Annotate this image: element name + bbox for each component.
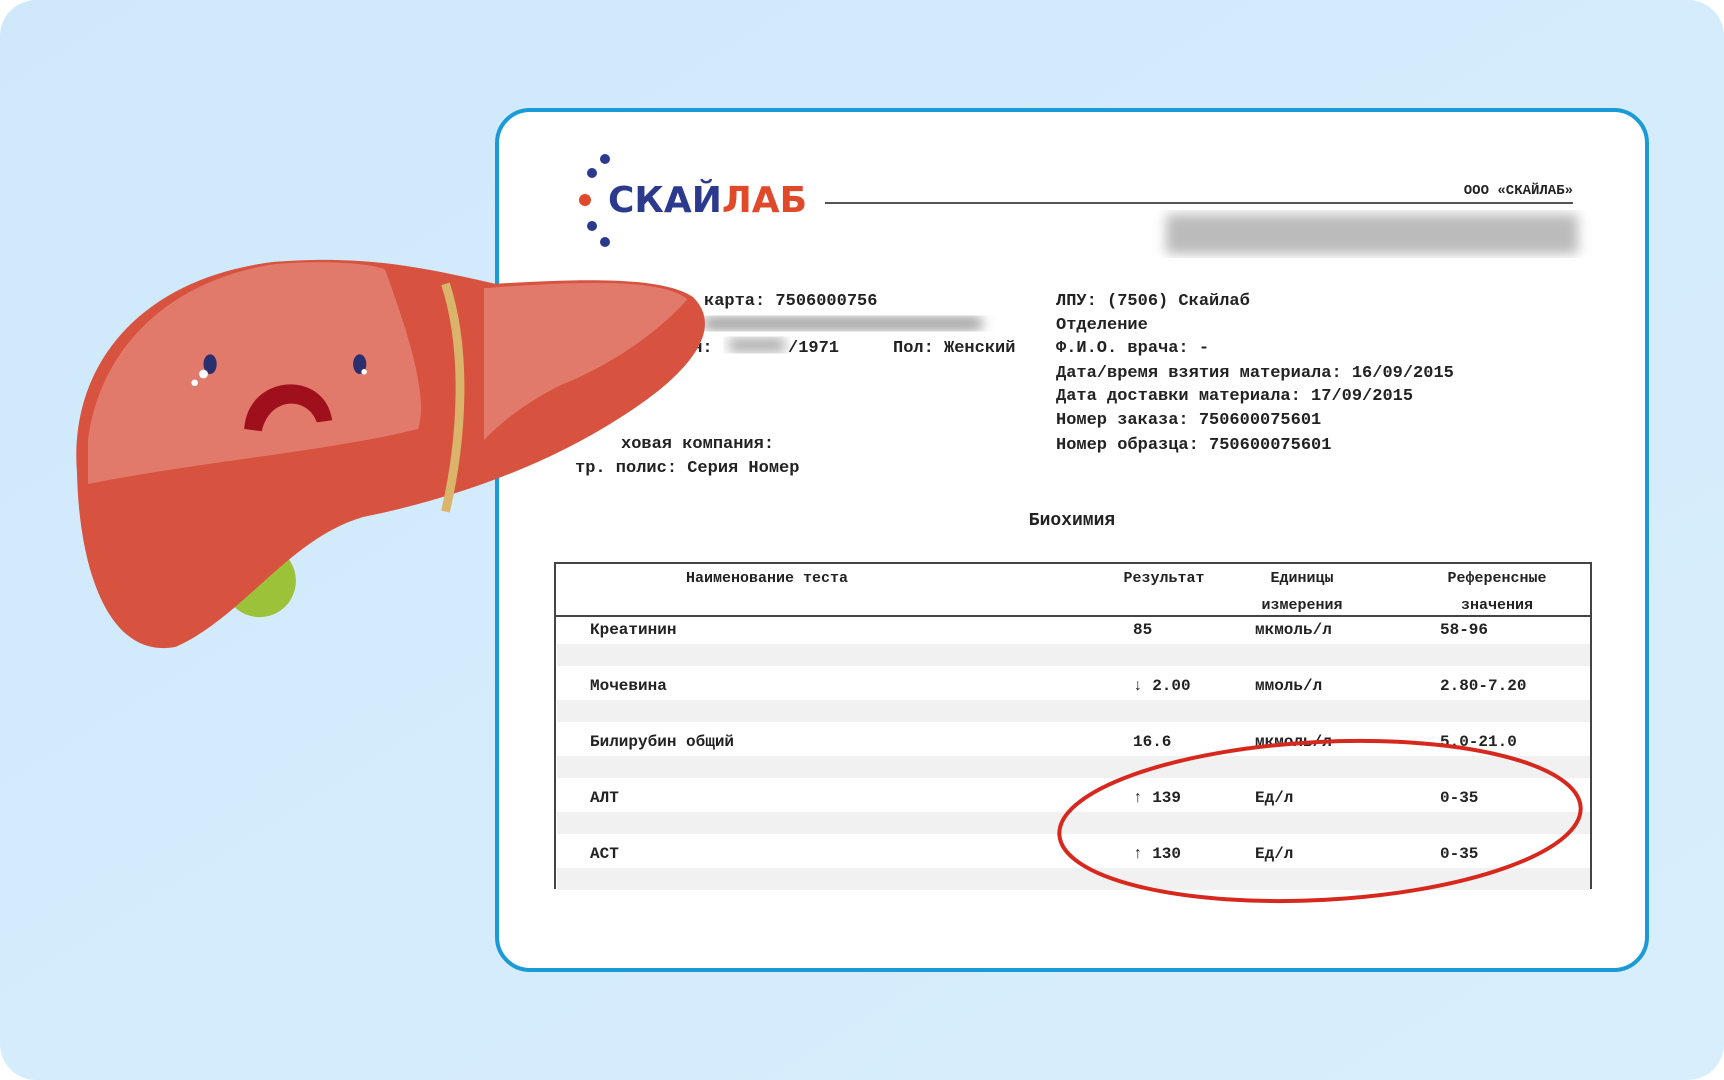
cell: 16.6: [1133, 733, 1171, 751]
column-header: Результат: [1123, 570, 1204, 587]
blurred-info: [704, 317, 982, 330]
highlight-ellipse: [1057, 738, 1583, 904]
field: Отделение: [1056, 316, 1148, 335]
cell: Мочевина: [590, 677, 667, 695]
field: ховая компания:: [621, 435, 774, 454]
field: Дата доставки материала: 17/09/2015: [1056, 387, 1413, 406]
order-info: ЛПУ: (7506) Скайлаб Отделение Ф.И.О. врача…: [1056, 292, 1454, 455]
cell: ↑ 130: [1133, 845, 1181, 863]
logo-part: ЛАБ: [722, 180, 807, 221]
blurred-info: [1166, 214, 1578, 254]
field: /1971: [788, 339, 839, 358]
row-stripe: [557, 700, 1590, 722]
row-stripe: [557, 812, 1590, 834]
field: Дата/время взятия материала: 16/09/2015: [1056, 364, 1454, 383]
liver-illustration: [76, 259, 705, 649]
cell: Ед/л: [1255, 845, 1293, 863]
cell: Билирубин общий: [590, 733, 734, 751]
field: тр. полис: Серия Номер: [575, 459, 799, 478]
blurred-info: [729, 338, 785, 352]
column-header: Референсные: [1447, 570, 1546, 587]
column-header: значения: [1461, 597, 1533, 614]
logo: СКАЙЛАБ: [608, 179, 807, 221]
cell: Креатинин: [590, 621, 676, 639]
cell: 0-35: [1440, 845, 1478, 863]
results-table: Наименование теста Результат Единицы изм…: [554, 562, 1592, 890]
cell: 0-35: [1440, 789, 1478, 807]
cell: АЛТ: [590, 789, 619, 807]
column-header: Наименование теста: [686, 570, 848, 587]
row-stripe: [557, 756, 1590, 778]
section-title: Биохимия: [1029, 511, 1115, 531]
logo-part: СКАЙ: [608, 179, 722, 221]
field: Ф.И.О. врача: -: [1056, 339, 1209, 358]
logo-stars: [579, 154, 610, 247]
cell: мкмоль/л: [1255, 621, 1332, 639]
row-stripe: [557, 868, 1590, 890]
company: ООО «СКАЙЛАБ»: [1464, 181, 1573, 199]
row-stripe: [557, 644, 1590, 666]
cell: 85: [1133, 621, 1152, 639]
cell: Ед/л: [1255, 789, 1293, 807]
field: ЛПУ: (7506) Скайлаб: [1056, 292, 1250, 311]
field: карта: 7506000756: [704, 292, 877, 311]
cell: 2.80-7.20: [1440, 677, 1526, 695]
field: Номер образца: 750600075601: [1056, 436, 1331, 455]
cell: ммоль/л: [1255, 677, 1322, 695]
field: Пол: Женский: [893, 339, 1015, 358]
cell: 58-96: [1440, 621, 1488, 639]
cell: ↓ 2.00: [1133, 677, 1191, 695]
field: Номер заказа: 750600075601: [1056, 411, 1321, 430]
column-header: Единицы: [1270, 570, 1333, 587]
cell: ↑ 139: [1133, 789, 1181, 807]
cell: АСТ: [590, 845, 619, 863]
column-header: измерения: [1261, 597, 1342, 614]
